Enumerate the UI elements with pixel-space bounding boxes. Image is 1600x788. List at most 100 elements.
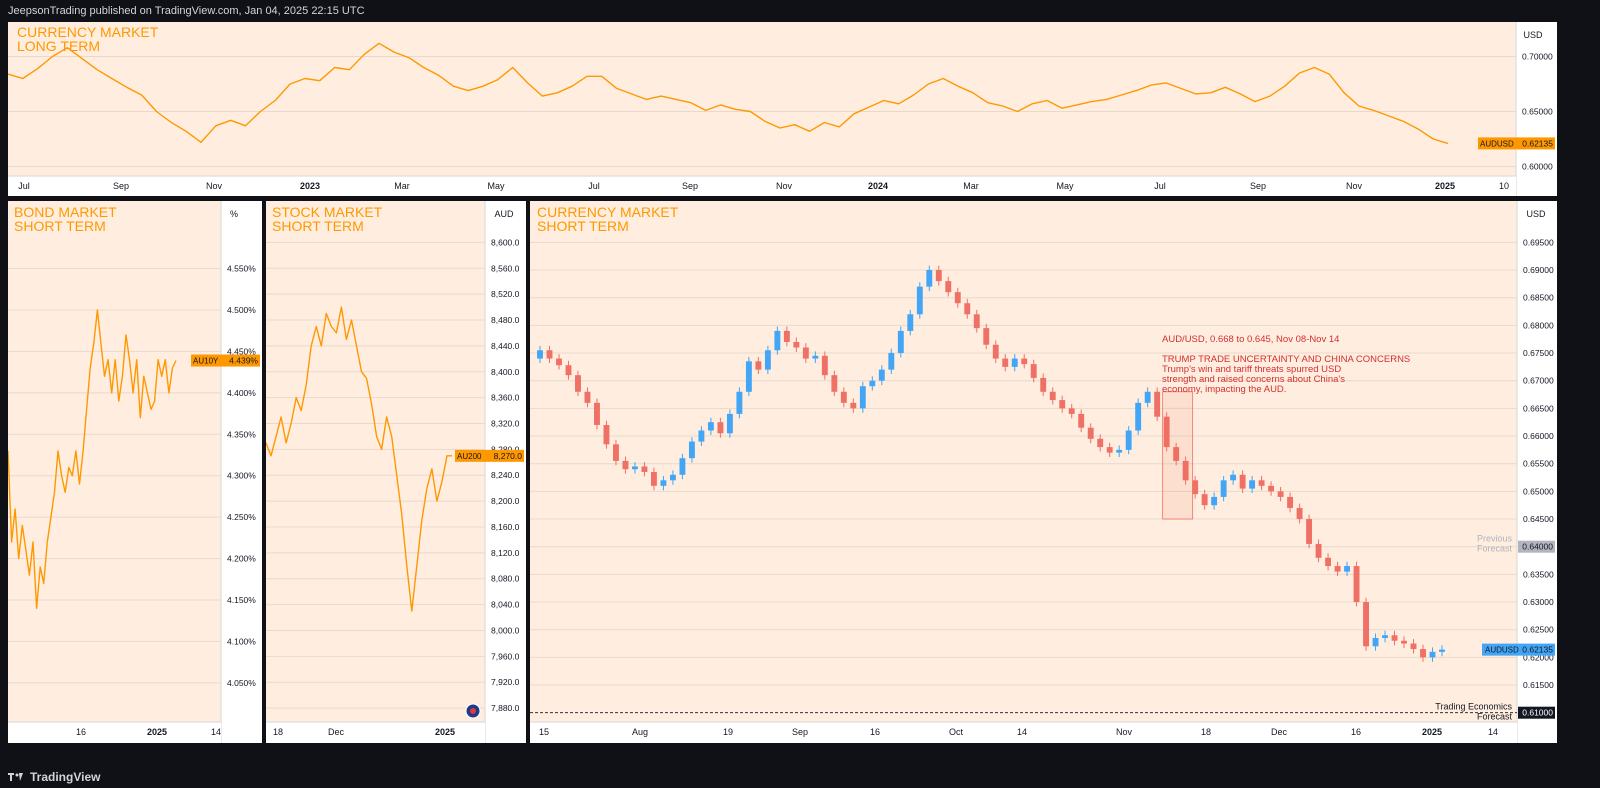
candle-body bbox=[840, 391, 847, 403]
x-tick-label: 14 bbox=[1488, 727, 1498, 737]
candle-body bbox=[1372, 638, 1379, 647]
long-term-currency-panel: 0.70000 0.65000 0.60000 USD CURRENCY MARKET L… bbox=[8, 22, 1557, 196]
y-tick-label: 4.250% bbox=[227, 512, 256, 522]
last-value-badge bbox=[1478, 137, 1555, 150]
tradingview-brand: TradingView bbox=[30, 770, 101, 784]
time-axis-bg bbox=[530, 722, 1517, 743]
x-tick-label: 18 bbox=[1201, 727, 1211, 737]
short-term-currency-chart: 0.69500 0.69000 0.68500 0.68000 0.67500 0.670… bbox=[530, 201, 1557, 743]
candle-body bbox=[1258, 480, 1265, 486]
candle-body bbox=[575, 375, 581, 392]
candle-body bbox=[1439, 649, 1445, 652]
candle-body bbox=[1002, 358, 1009, 367]
time-axis-bg bbox=[266, 722, 485, 743]
last-value-label: 0.62135 bbox=[1522, 138, 1553, 148]
panel-title: SHORT TERM bbox=[14, 218, 106, 234]
y-tick-label: 8,080.0 bbox=[491, 574, 520, 584]
y-tick-label: 8,360.0 bbox=[491, 393, 520, 403]
x-tick-label: 10 bbox=[1499, 181, 1509, 191]
candle-body bbox=[1429, 651, 1436, 658]
candle-body bbox=[764, 350, 771, 370]
series-line bbox=[8, 42, 1449, 145]
candle-body bbox=[1211, 496, 1218, 506]
candle-body bbox=[812, 355, 819, 359]
panel-title: BOND MARKET bbox=[14, 204, 117, 220]
price-axis-bg bbox=[1516, 22, 1557, 196]
candle-body bbox=[1078, 413, 1085, 428]
x-tick-label: Jul bbox=[588, 181, 600, 191]
y-tick-label: 8,520.0 bbox=[491, 289, 520, 299]
te-forecast-label: Forecast bbox=[1477, 712, 1513, 722]
candle-body bbox=[1249, 480, 1256, 489]
candle-body bbox=[632, 466, 638, 470]
y-tick-label: 0.70000 bbox=[1522, 52, 1553, 62]
candle-body bbox=[916, 286, 923, 315]
annotation-box bbox=[1162, 391, 1194, 520]
time-axis-bg bbox=[8, 722, 221, 743]
stock-market-panel: 8,600.0 8,560.0 8,520.0 8,480.0 8,440.0 8,400… bbox=[266, 201, 526, 743]
candle-body bbox=[698, 430, 705, 442]
symbol-label: AU10Y bbox=[193, 357, 219, 366]
candle-body bbox=[793, 341, 800, 348]
candle-body bbox=[1268, 485, 1275, 492]
candle-body bbox=[831, 375, 838, 392]
candle-body bbox=[983, 328, 990, 345]
x-tick-label: 2025 bbox=[1422, 727, 1442, 737]
y-tick-label: 4.350% bbox=[227, 429, 256, 439]
y-tick-label: 0.65500 bbox=[1523, 459, 1554, 469]
y-tick-label: 8,160.0 bbox=[491, 522, 520, 532]
y-tick-label: 4.050% bbox=[227, 678, 256, 688]
candle-body bbox=[1410, 643, 1417, 650]
candle-body bbox=[650, 472, 657, 486]
y-tick-label: 8,320.0 bbox=[491, 418, 520, 428]
candle-body bbox=[869, 380, 876, 387]
candle-body bbox=[1353, 566, 1360, 603]
candle-body bbox=[1277, 491, 1284, 497]
candle-body bbox=[679, 458, 686, 475]
x-tick-label: 18 bbox=[273, 727, 283, 737]
short-term-currency-panel: 0.69500 0.69000 0.68500 0.68000 0.67500 0.670… bbox=[530, 201, 1557, 743]
candle-body bbox=[1420, 649, 1426, 658]
y-tick-label: 4.200% bbox=[227, 554, 256, 564]
candle-body bbox=[1059, 400, 1066, 409]
x-tick-label: Nov bbox=[206, 181, 223, 191]
last-value-badge bbox=[191, 354, 260, 367]
panel-title: STOCK MARKET bbox=[272, 204, 383, 220]
series-line bbox=[266, 306, 452, 612]
x-tick-label: 2023 bbox=[300, 181, 320, 191]
last-value-badge bbox=[1482, 643, 1555, 656]
x-tick-label: 14 bbox=[1017, 727, 1027, 737]
candle-body bbox=[1315, 543, 1322, 558]
x-tick-label: 16 bbox=[870, 727, 880, 737]
y-tick-label: 8,040.0 bbox=[491, 600, 520, 610]
y-tick-label: 8,240.0 bbox=[491, 470, 520, 480]
y-tick-label: 4.450% bbox=[227, 346, 256, 356]
candle-body bbox=[878, 369, 885, 381]
y-tick-label: 0.64500 bbox=[1523, 514, 1554, 524]
y-tick-label: 0.60000 bbox=[1522, 162, 1553, 172]
x-tick-label: Dec bbox=[1271, 727, 1288, 737]
candle-body bbox=[850, 402, 857, 409]
candle-body bbox=[1182, 460, 1189, 481]
candle-body bbox=[726, 413, 733, 434]
x-tick-label: Mar bbox=[963, 181, 979, 191]
candle-body bbox=[707, 422, 714, 431]
candle-body bbox=[669, 474, 676, 481]
symbol-label: AUDUSD bbox=[1480, 139, 1514, 148]
candle-body bbox=[1049, 391, 1056, 401]
panel-title: CURRENCY MARKET bbox=[537, 204, 679, 220]
candle-body bbox=[1135, 402, 1142, 431]
y-tick-label: 4.300% bbox=[227, 471, 256, 481]
time-axis-bg bbox=[8, 176, 1516, 196]
candle-body bbox=[717, 422, 724, 434]
candle-body bbox=[1325, 557, 1332, 567]
candle-body bbox=[1021, 358, 1028, 365]
panel-title: SHORT TERM bbox=[272, 218, 364, 234]
y-tick-label: 8,440.0 bbox=[491, 341, 520, 351]
candle-body bbox=[1154, 391, 1161, 417]
y-tick-label: 7,960.0 bbox=[491, 651, 520, 661]
y-tick-label: 4.150% bbox=[227, 595, 256, 605]
candle-body bbox=[1087, 427, 1094, 439]
y-tick-label: 8,200.0 bbox=[491, 496, 520, 506]
x-tick-label: Dec bbox=[328, 727, 345, 737]
